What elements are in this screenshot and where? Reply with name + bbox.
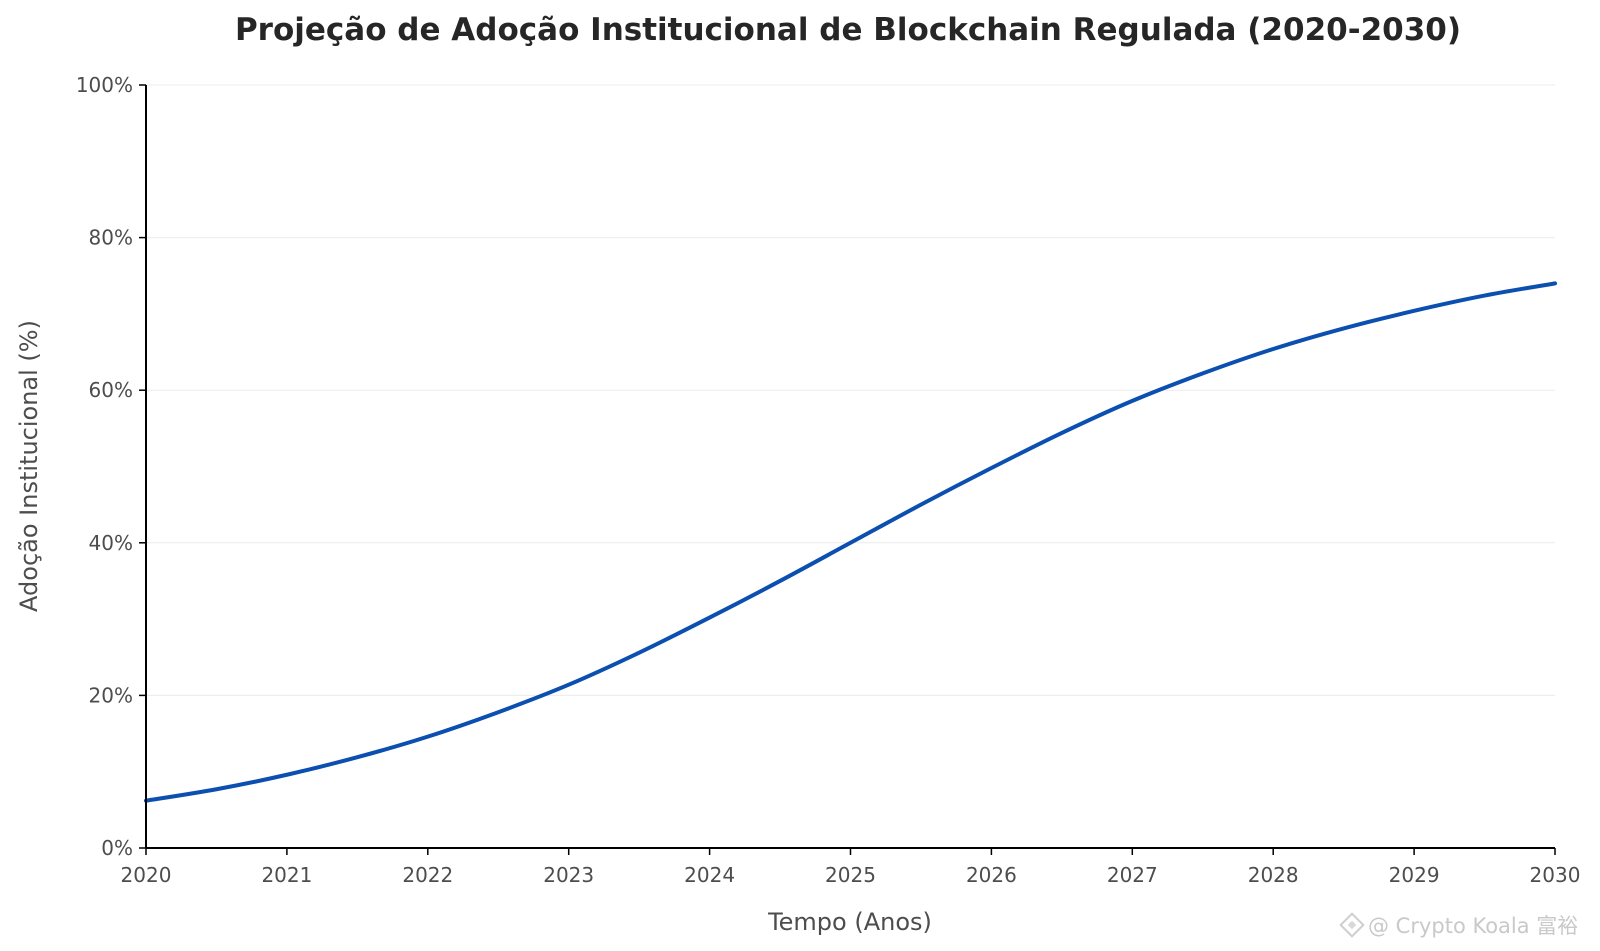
x-tick-label: 2024 [684,863,735,887]
y-tick-label: 60% [89,378,133,402]
binance-logo-icon [1339,912,1365,938]
x-tick-label: 2022 [402,863,453,887]
x-tick-label: 2029 [1389,863,1440,887]
x-tick-label: 2026 [966,863,1017,887]
x-tick-label: 2027 [1107,863,1158,887]
x-tick-label: 2030 [1530,863,1581,887]
x-tick-label: 2020 [121,863,172,887]
watermark: @ Crypto Koala 富裕 [1339,912,1578,938]
x-tick-label: 2021 [261,863,312,887]
y-tick-label: 20% [89,683,133,707]
y-tick-label: 40% [89,531,133,555]
watermark-text: @ Crypto Koala 富裕 [1368,914,1578,938]
x-tick-label: 2023 [543,863,594,887]
y-tick-label: 80% [89,226,133,250]
x-tick-label: 2028 [1248,863,1299,887]
y-tick-label: 100% [76,73,133,97]
x-axis-label: Tempo (Anos) [767,908,932,936]
gridlines [146,84,1555,696]
y-axis-ticks: 0% 20% 40% 60% 80% 100% [76,73,146,860]
x-axis-ticks: 2020 2021 2022 2023 2024 2025 2026 2027 2028 2029… [121,848,1581,887]
y-axis-label: Adoção Institucional (%) [15,320,43,612]
series-layer [144,281,1557,803]
x-tick-label: 2025 [825,863,876,887]
chart-title: Projeção de Adoção Institucional de Bloc… [235,12,1461,48]
series-line-0 [144,281,1557,803]
y-tick-label: 0% [101,836,133,860]
